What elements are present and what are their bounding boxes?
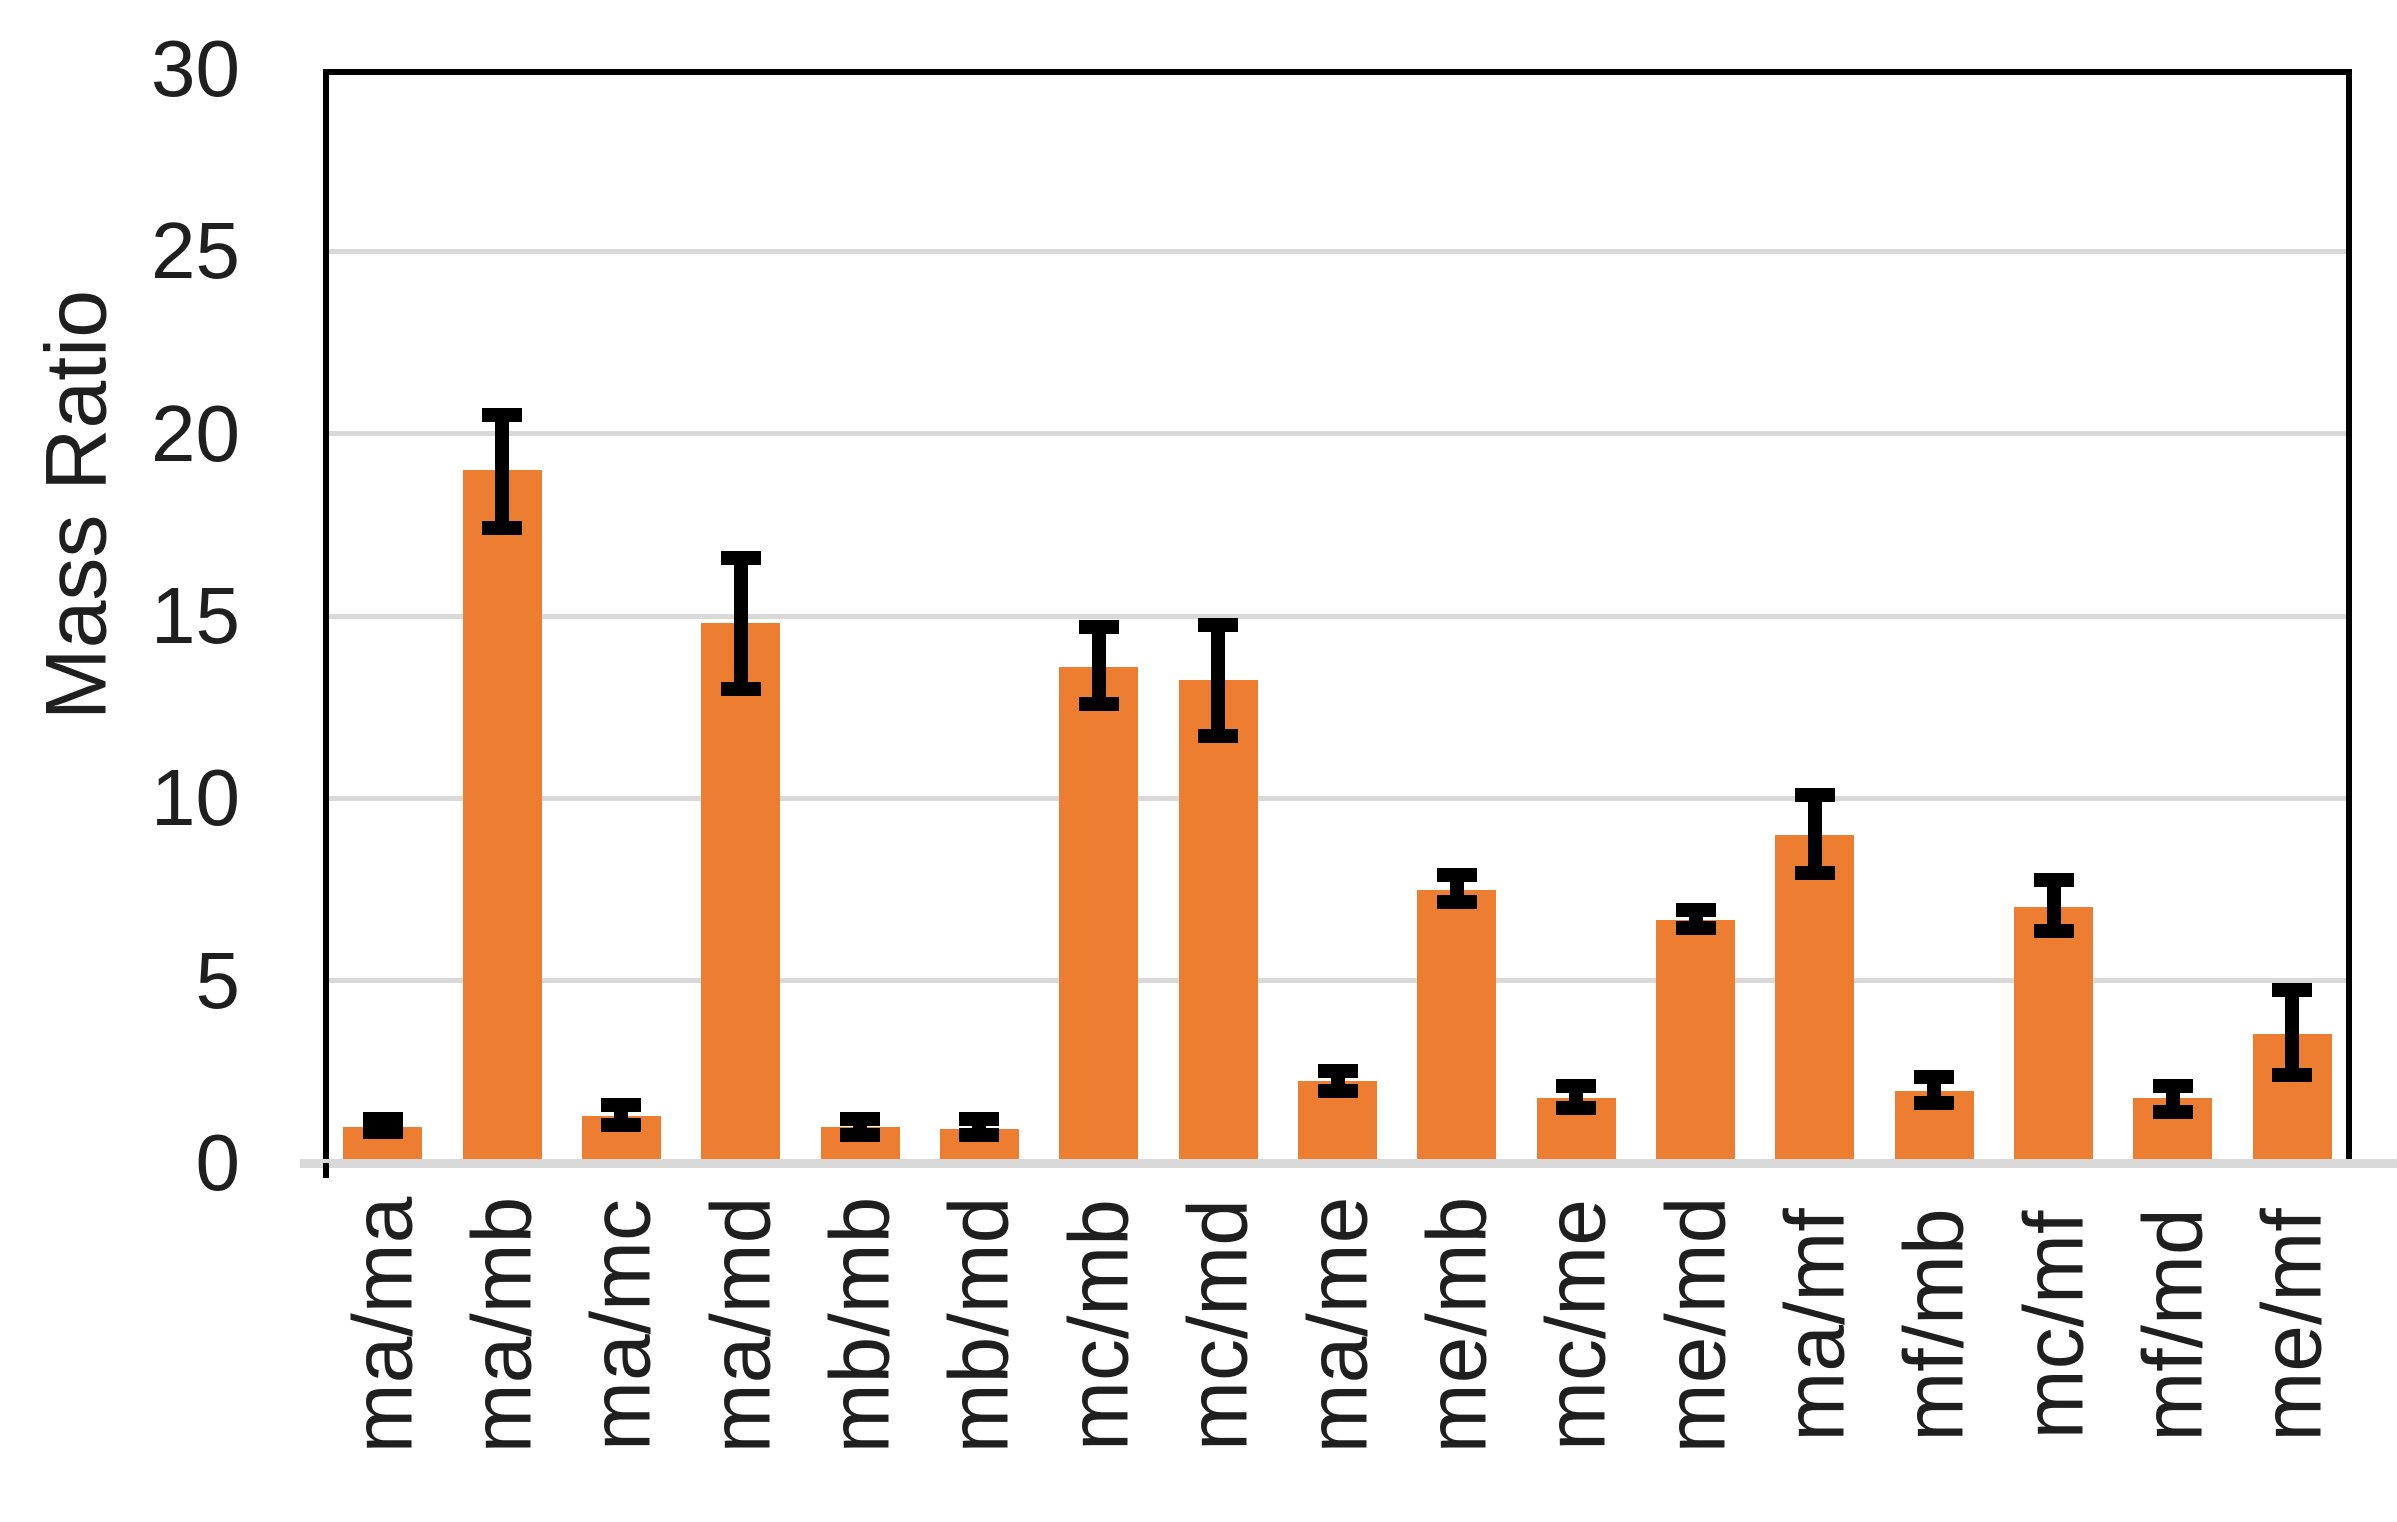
x-tick-label: mf/md bbox=[2125, 1208, 2220, 1442]
x-tick-label: mc/md bbox=[1170, 1199, 1265, 1451]
gridline bbox=[329, 795, 2346, 801]
error-bar-cap bbox=[1078, 696, 1119, 711]
x-tick-label: me/mb bbox=[1409, 1196, 1504, 1454]
x-tick-label: ma/md bbox=[693, 1196, 788, 1454]
error-bar-cap bbox=[840, 1111, 881, 1126]
bar bbox=[1059, 667, 1139, 1163]
error-bar bbox=[2285, 989, 2300, 1076]
x-tick-label: ma/mb bbox=[454, 1196, 549, 1454]
error-bar bbox=[495, 415, 510, 529]
y-tick-label: 15 bbox=[151, 571, 240, 660]
error-bar bbox=[1091, 626, 1106, 704]
error-bar-cap bbox=[1675, 920, 1716, 935]
x-tick-label: mb/mb bbox=[812, 1196, 907, 1454]
error-bar-cap bbox=[1556, 1079, 1597, 1094]
y-tick-label: 10 bbox=[151, 753, 240, 843]
error-bar bbox=[2046, 880, 2061, 932]
bar bbox=[701, 623, 781, 1163]
error-bar-cap bbox=[1317, 1063, 1358, 1078]
bar bbox=[1656, 919, 1736, 1163]
error-bar-cap bbox=[601, 1097, 642, 1112]
error-bar-cap bbox=[2272, 1068, 2313, 1083]
x-tick-label: ma/mf bbox=[1767, 1208, 1862, 1442]
error-bar bbox=[1807, 794, 1822, 874]
error-bar-cap bbox=[1436, 867, 1477, 882]
error-bar-cap bbox=[1556, 1101, 1597, 1116]
error-bar-cap bbox=[2272, 982, 2313, 997]
error-bar-cap bbox=[720, 550, 761, 565]
x-tick-label: mc/me bbox=[1528, 1199, 1623, 1451]
error-bar-cap bbox=[2033, 924, 2074, 939]
gridline bbox=[329, 978, 2346, 984]
y-axis-tick-stub bbox=[323, 1163, 329, 1178]
error-bar-cap bbox=[1675, 902, 1716, 917]
error-bar bbox=[1211, 625, 1226, 737]
gridline bbox=[329, 248, 2346, 254]
error-bar bbox=[733, 557, 748, 689]
bar bbox=[462, 470, 542, 1163]
error-bar-cap bbox=[1794, 787, 1835, 802]
error-bar-cap bbox=[362, 1112, 403, 1127]
error-bar-cap bbox=[959, 1112, 1000, 1127]
error-bar-cap bbox=[2152, 1079, 2193, 1094]
x-tick-label: me/mf bbox=[2244, 1208, 2339, 1442]
error-bar-cap bbox=[2152, 1104, 2193, 1119]
gridline bbox=[329, 431, 2346, 437]
x-tick-label: mc/mf bbox=[2006, 1210, 2101, 1440]
error-bar-cap bbox=[362, 1125, 403, 1139]
y-tick-label: 5 bbox=[195, 935, 241, 1025]
y-tick-label: 30 bbox=[151, 24, 240, 113]
error-bar-cap bbox=[1078, 619, 1119, 634]
x-tick-label: me/md bbox=[1648, 1196, 1743, 1454]
error-bar-cap bbox=[1914, 1096, 1955, 1111]
y-tick-label: 25 bbox=[151, 206, 240, 296]
error-bar-cap bbox=[1198, 618, 1239, 633]
error-bar-cap bbox=[482, 408, 523, 423]
x-tick-label: mf/mb bbox=[1886, 1208, 1981, 1442]
plot-area bbox=[323, 69, 2352, 1163]
bar bbox=[1775, 834, 1855, 1163]
y-tick-label: 20 bbox=[151, 388, 240, 478]
x-tick-label: ma/mc bbox=[573, 1199, 668, 1451]
error-bar-cap bbox=[1198, 729, 1239, 744]
x-tick-label: mc/mb bbox=[1051, 1199, 1146, 1451]
error-bar-cap bbox=[1914, 1069, 1955, 1084]
error-bar-cap bbox=[720, 681, 761, 696]
error-bar-cap bbox=[959, 1127, 1000, 1142]
bar bbox=[1178, 679, 1258, 1163]
x-tick-label: ma/ma bbox=[335, 1196, 430, 1454]
y-tick-label: 0 bbox=[195, 1118, 241, 1207]
x-tick-label: mb/md bbox=[931, 1196, 1026, 1454]
error-bar-cap bbox=[1317, 1084, 1358, 1099]
bar bbox=[1417, 889, 1497, 1163]
error-bar-cap bbox=[1794, 866, 1835, 881]
error-bar-cap bbox=[601, 1117, 642, 1132]
error-bar-cap bbox=[1436, 895, 1477, 910]
bar bbox=[2014, 906, 2094, 1163]
x-axis-line bbox=[300, 1159, 2397, 1168]
x-tick-label: ma/me bbox=[1290, 1196, 1384, 1454]
error-bar-cap bbox=[482, 521, 523, 536]
error-bar-cap bbox=[840, 1127, 881, 1142]
gridline bbox=[329, 613, 2346, 619]
error-bar-cap bbox=[2033, 873, 2074, 888]
